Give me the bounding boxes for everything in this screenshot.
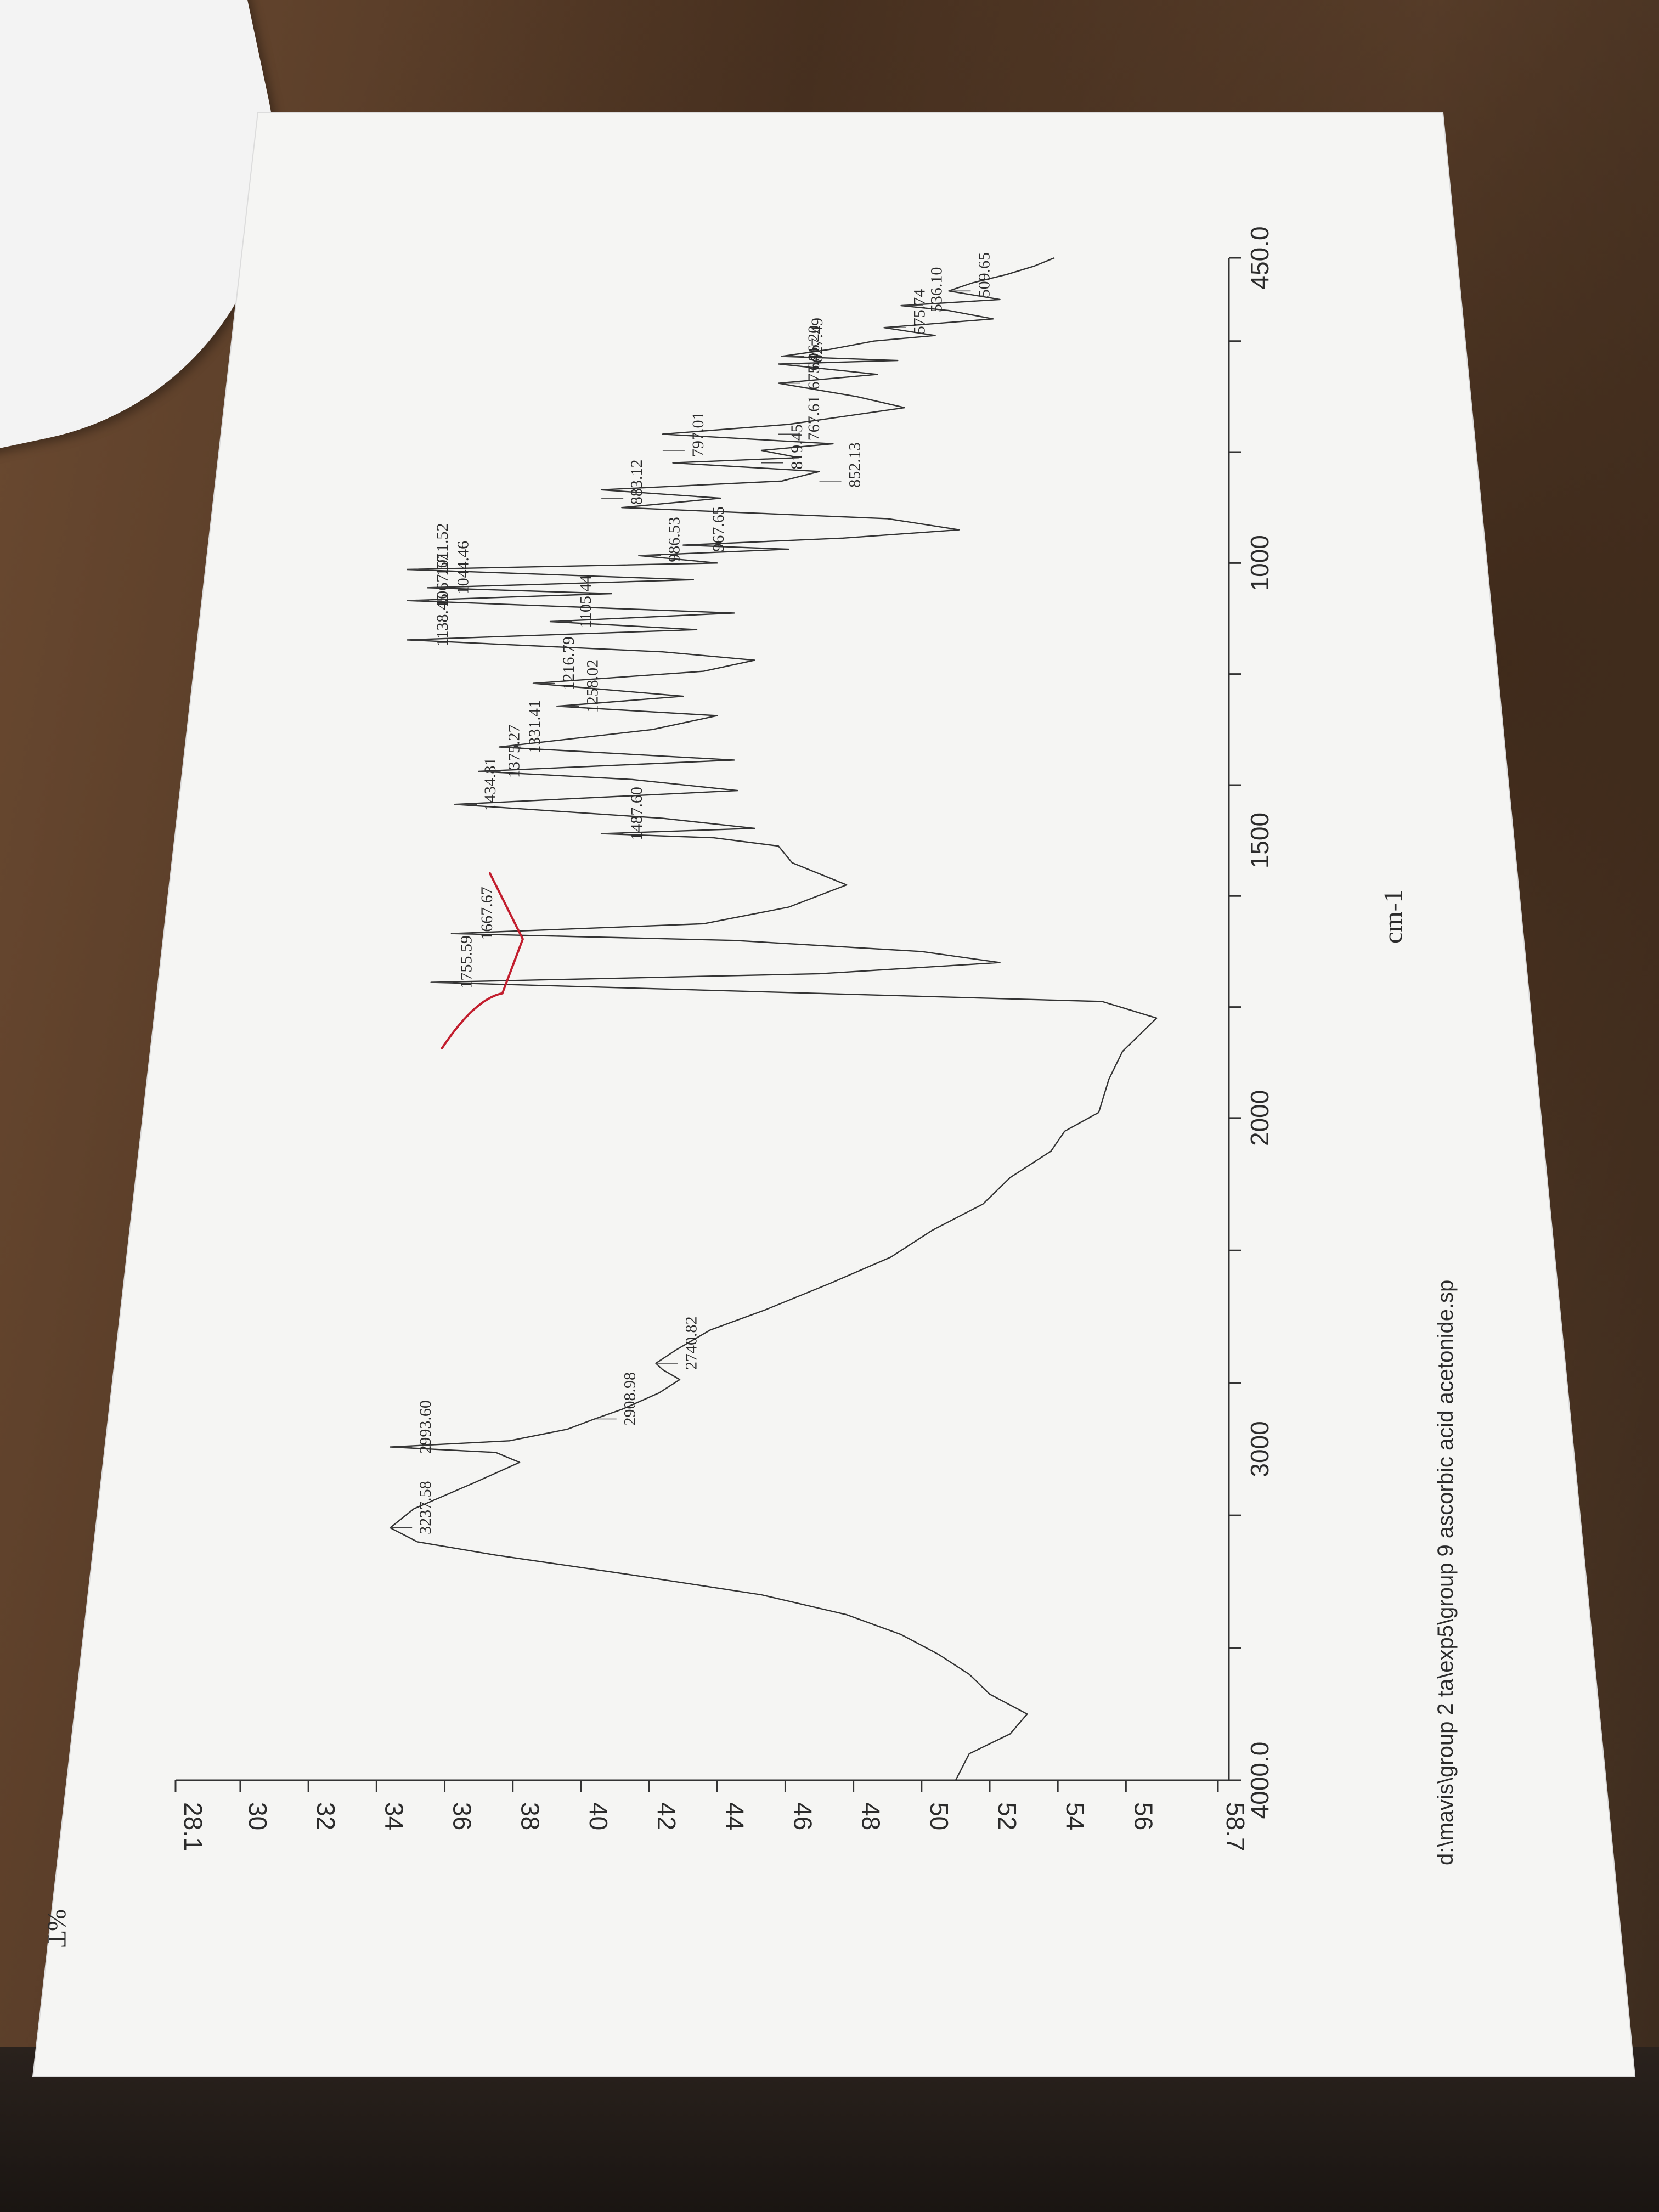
transmittance-tick-label: 36 [448,1802,477,1830]
wavenumber-tick-label: 2000 [1245,1090,1274,1146]
peak-label: 627.49 [808,318,826,363]
file-path-label: d:\mavis\group 2 ta\exp5\group 9 ascorbi… [1434,1280,1458,1865]
transmittance-tick-label: 30 [244,1802,272,1830]
peak-label: 2740.82 [682,1317,700,1370]
wavenumber-tick-label: 1000 [1245,535,1274,591]
peak-label: 1667.67 [478,887,496,940]
peak-label: 2993.60 [416,1400,435,1454]
peak-label: 1434.81 [481,758,499,811]
peak-label: 1011.52 [433,523,452,576]
transmittance-tick-label: 38 [516,1802,545,1830]
wavenumber-tick-label: 3000 [1245,1421,1274,1477]
peak-label: 1216.79 [560,636,578,690]
x-axis-title: cm-1 [1379,889,1408,944]
transmittance-ticks: 58.7 56 54 52 50 48 46 44 42 40 38 36 34 32 30 28.1 [174,1780,1250,1852]
peak-label: 575.74 [911,289,929,335]
transmittance-tick-label: 40 [584,1802,613,1830]
paper-sheet [32,112,1636,2077]
transmittance-tick-label: 54 [1061,1802,1090,1830]
peak-label: 1138.45 [433,594,452,646]
peak-label: 1044.46 [454,541,472,595]
transmittance-tick-label: 44 [720,1802,749,1830]
peak-label: 1331.41 [526,700,544,754]
transmittance-tick-label: 50 [925,1802,953,1830]
peak-label: 3237.58 [416,1481,435,1534]
peak-label: 536.10 [928,267,946,313]
pen-annotation [441,872,524,1049]
peak-label: 1105.44 [577,575,595,628]
peak-label: 1487.60 [628,787,646,840]
peak-label: 819.45 [788,424,806,470]
peak-label: 641.20 [805,325,823,371]
wavenumber-tick-label: 450.0 [1245,226,1274,289]
peak-label: 509.65 [975,252,993,298]
transmittance-tick-label: 32 [312,1802,340,1830]
peak-label: 797.01 [689,412,707,458]
spectrum-line [390,257,1158,1781]
transmittance-tick-label: 58.7 [1221,1802,1250,1852]
peak-label: 852.13 [846,442,864,488]
transmittance-tick-label: 52 [993,1802,1022,1830]
transmittance-tick-label: 42 [652,1802,681,1830]
peak-label: 986.53 [665,517,683,562]
transmittance-tick-label: 34 [380,1802,408,1830]
wavenumber-ticks: 4000.0 3000 2000 1500 1000 450.0 [1229,226,1274,1819]
peak-label: 2908.98 [621,1372,639,1426]
y-axis-title: %T [42,1909,71,1947]
peak-label: 1258.02 [583,659,601,713]
peak-label: 1375.27 [505,724,523,778]
wavenumber-tick-label: 4000.0 [1245,1742,1274,1819]
peak-label: 1067.57 [433,554,452,607]
peak-label: 967.65 [709,506,727,552]
peak-label: 883.12 [628,460,646,505]
peak-label: 1755.59 [458,935,476,989]
peak-label: 675.96 [805,345,823,390]
transmittance-tick-label: 28.1 [179,1802,207,1852]
peak-label: 767.61 [805,396,823,441]
transmittance-tick-label: 56 [1129,1802,1158,1830]
wavenumber-tick-label: 1500 [1245,812,1274,868]
transmittance-tick-label: 46 [788,1802,817,1830]
transmittance-tick-label: 48 [857,1802,885,1830]
spectrum-plot: 58.7 56 54 52 50 48 46 44 42 40 38 36 34 32 30 28.1 400… [174,226,1274,1852]
peak-labels: 3237.58 2993.60 2908.98 2740.82 1755.591667.… [390,252,993,1534]
